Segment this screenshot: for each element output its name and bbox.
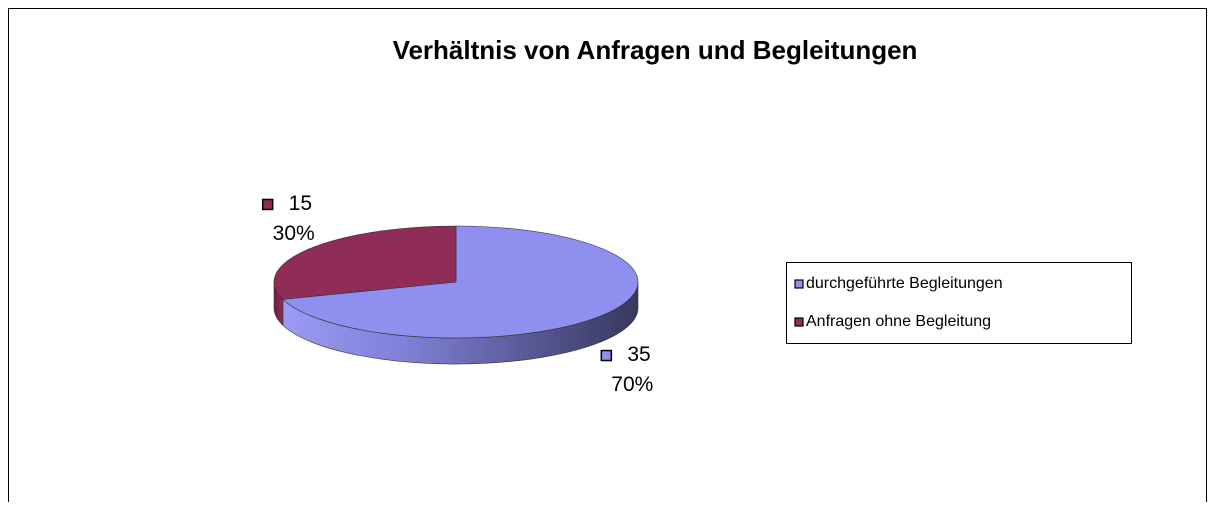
pie-slice	[282, 225, 639, 339]
legend-label: Anfragen ohne Begleitung	[806, 313, 991, 330]
data-label-value: 15	[289, 192, 312, 215]
legend-swatch	[794, 279, 804, 289]
data-label-swatch	[600, 349, 613, 362]
legend-swatch	[794, 317, 804, 327]
legend-label: durchgeführte Begleitungen	[806, 275, 1003, 292]
data-label-percent: 70%	[611, 373, 653, 396]
legend-box	[786, 262, 1132, 344]
data-label-percent: 30%	[273, 222, 315, 245]
data-label-swatch	[261, 198, 274, 211]
chart-title: Verhältnis von Anfragen und Begleitungen	[393, 35, 918, 65]
data-label-value: 35	[627, 343, 650, 366]
pie-slice	[273, 225, 457, 300]
